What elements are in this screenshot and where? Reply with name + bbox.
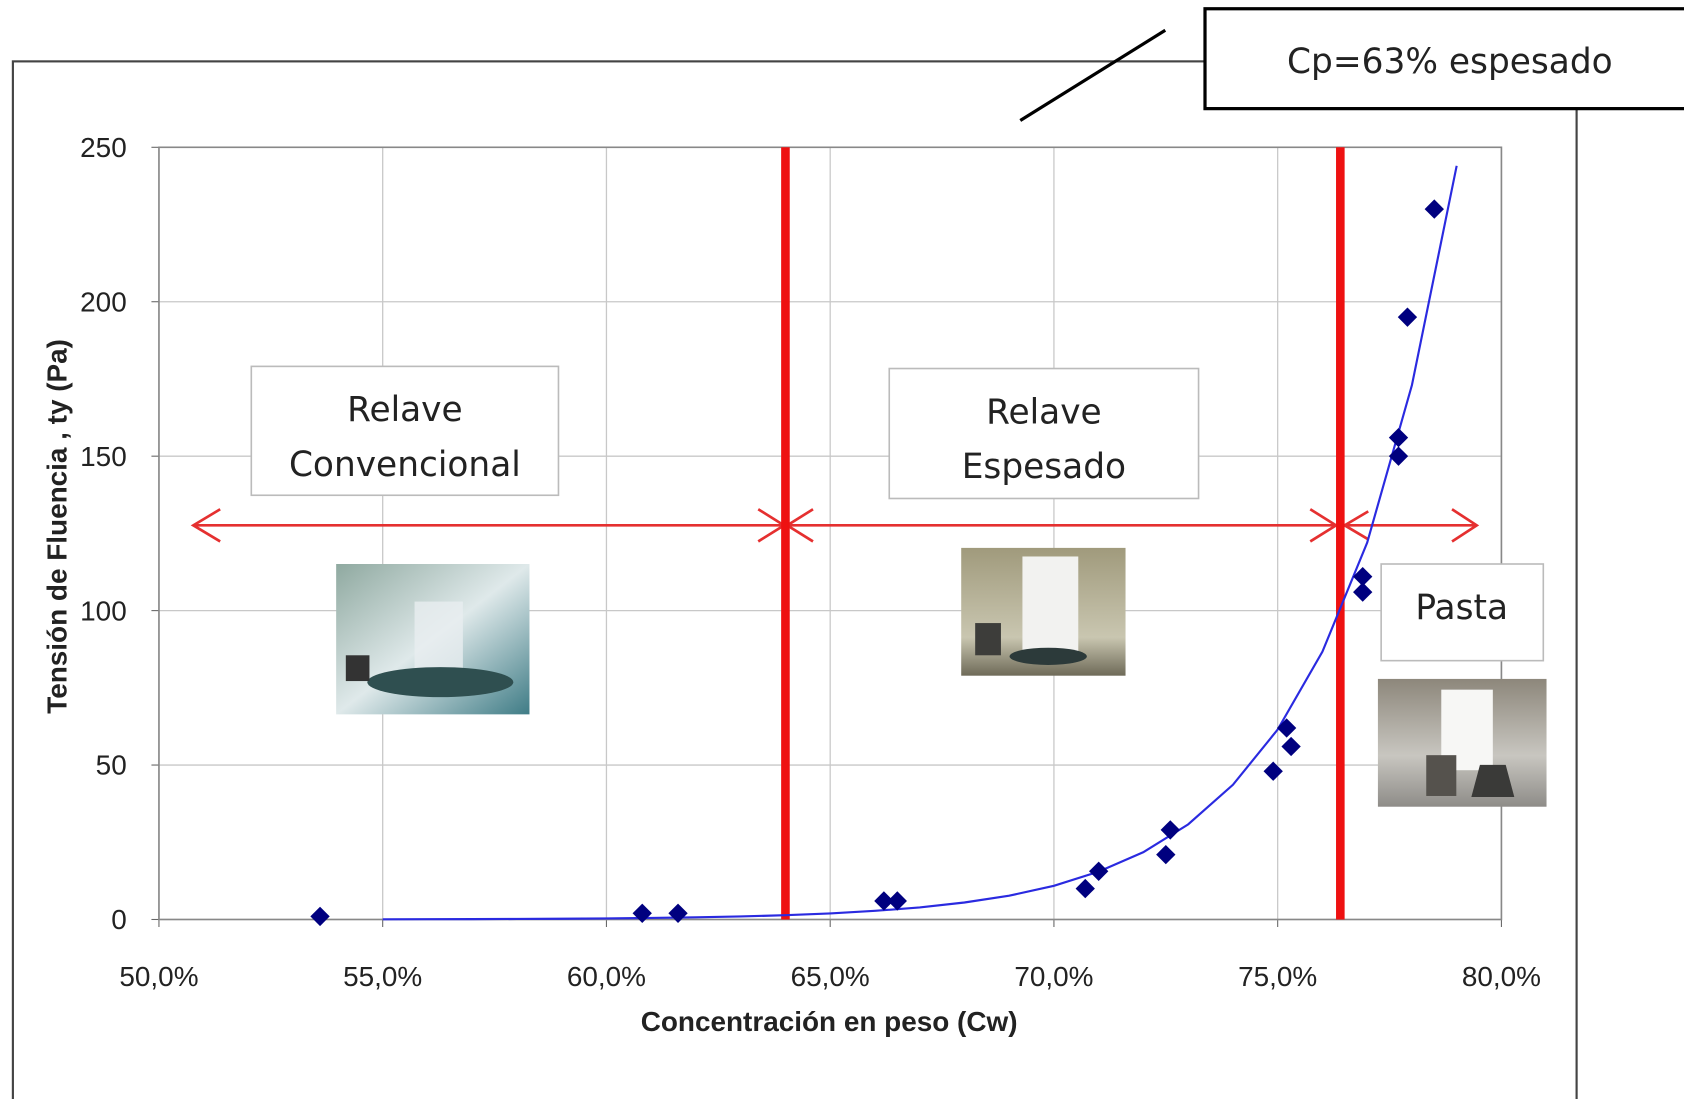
range-arrows: [190, 508, 1480, 543]
data-point: [310, 906, 330, 927]
annotation-text: Convencional: [289, 445, 521, 485]
data-point: [1276, 718, 1297, 738]
callout-text: Cp=63% espesado: [1287, 42, 1613, 82]
chart-frame: [11, 60, 1578, 1099]
y-tick-label: 200: [80, 286, 127, 317]
annotation-text: Relave: [347, 390, 463, 430]
y-tick-label: 50: [96, 750, 127, 781]
data-point: [1156, 844, 1176, 865]
marks: [310, 147, 1458, 927]
annotation-box: [1380, 563, 1545, 662]
data-point: [1160, 820, 1180, 840]
annotation-text: Espesado: [962, 447, 1126, 487]
data-point: [1388, 427, 1409, 448]
x-tick-label: 60,0%: [567, 961, 646, 992]
photo-pasta: [1377, 678, 1547, 807]
y-tick-label: 250: [80, 132, 127, 163]
x-tick-label: 80,0%: [1462, 961, 1541, 992]
data-point: [1281, 736, 1301, 757]
x-tick-label: 65,0%: [791, 961, 870, 992]
data-point: [1397, 307, 1418, 327]
y-tick-label: 0: [111, 904, 127, 935]
callout-line: [1019, 28, 1167, 122]
data-point: [1263, 761, 1283, 781]
callout-box: [1203, 7, 1684, 111]
y-tick-label: 150: [80, 441, 127, 472]
x-tick-label: 75,0%: [1238, 961, 1317, 992]
data-point: [1388, 446, 1409, 466]
data-point: [1424, 199, 1444, 219]
x-tick-label: 50,0%: [119, 961, 198, 992]
annotation-text: Pasta: [1415, 588, 1508, 628]
trend-line: [382, 165, 1458, 921]
annotation-box: [888, 367, 1200, 500]
x-tick-label: 55,0%: [343, 961, 422, 992]
data-point: [1075, 878, 1095, 899]
y-axis-label: Tensión de Fluencia , ty (Pa): [42, 339, 73, 714]
photo-espesado: [961, 547, 1126, 676]
photo-convencional: [336, 563, 530, 715]
x-tick-label: 70,0%: [1014, 961, 1093, 992]
y-tick-label: 100: [80, 595, 127, 626]
annotation-box: [250, 365, 560, 497]
grid: 50,0% 55,0% 60,0% 65,0% 70,0% 75,0% 80,0% 0 50 10…: [80, 132, 1541, 992]
x-axis-label: Concentración en peso (Cw): [641, 1006, 1018, 1037]
annotation-text: Relave: [986, 392, 1102, 432]
data-point: [1089, 861, 1109, 881]
data-point: [887, 891, 907, 911]
plot-area: [158, 146, 1503, 921]
